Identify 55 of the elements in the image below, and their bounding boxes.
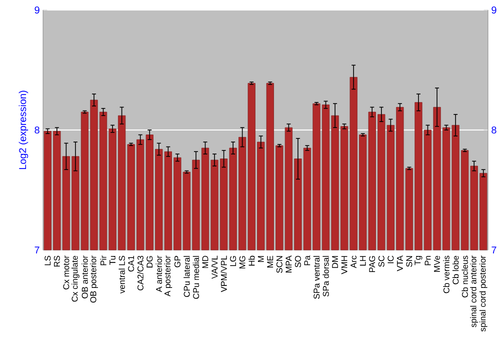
x-tick-label: SPa ventral: [313, 256, 320, 299]
x-tick-label: OB posterior: [90, 256, 98, 303]
x-tick-label: spinal cord posterior: [479, 256, 488, 332]
x-tick-label: CPu medial: [192, 256, 200, 299]
x-tick-label: Hb: [248, 256, 255, 266]
x-tick-label: Pa: [304, 255, 310, 266]
x-tick-label: LH: [360, 256, 366, 266]
x-tick-label: ventral LS: [118, 256, 125, 294]
x-tick-label: spinal cord anterior: [470, 256, 478, 328]
x-tick-label: GP: [174, 256, 180, 268]
x-tick-label: Cx motor: [63, 256, 70, 290]
x-tick-label: M: [258, 256, 264, 262]
x-tick-label: VMH: [341, 256, 348, 274]
x-tick-label: LG: [230, 256, 236, 266]
x-tick-label: SO: [294, 256, 301, 268]
x-tick-label: ME: [267, 256, 274, 268]
x-tick-label: MPA: [286, 255, 292, 272]
x-tick-label: CA1: [128, 256, 134, 272]
x-tick-label: SPa dorsal: [322, 256, 329, 296]
x-tick-label: CA2/CA3: [137, 256, 144, 290]
x-tick-label: SN: [406, 256, 412, 267]
y-tick-label: 7: [34, 246, 40, 254]
x-tick-label: Cb lobe: [452, 256, 459, 284]
x-tick-label: Cx cingulate: [71, 256, 80, 302]
x-tick-label: A anterior: [156, 256, 162, 292]
x-tick-label: MVe: [434, 256, 440, 272]
x-tick-label: VA/VL: [211, 256, 218, 279]
y-tick-label: 9: [34, 6, 40, 14]
x-tick-label: Pn: [424, 256, 431, 266]
x-tick-label: VTA: [397, 255, 403, 272]
x-tick-label: PAG: [369, 256, 376, 272]
x-tick-label: SC: [378, 256, 384, 267]
x-tick-label: MD: [202, 256, 208, 268]
x-tick-label: LS: [44, 256, 51, 266]
x-tick-label: DM: [332, 256, 338, 268]
x-tick-label: Cb nucleus: [462, 256, 468, 298]
y2-tick-label: 8: [492, 126, 496, 134]
y-tick-label: 8: [34, 126, 40, 134]
y-axis-title: Log2 (expression): [18, 90, 28, 170]
x-tick-label: Tu: [110, 256, 116, 265]
x-tick-label: Tg: [414, 256, 422, 266]
x-tick-label: Cb vermis: [443, 256, 450, 294]
x-tick-label: SCN: [276, 256, 282, 273]
x-tick-label: OB anterior: [82, 256, 88, 298]
x-tick-label: VPM/VPL: [220, 256, 227, 292]
y2-tick-label: 9: [492, 6, 496, 14]
x-tick-label: CPu lateral: [184, 256, 190, 297]
x-tick-label: Arc: [350, 256, 357, 268]
x-tick-label: A posterior: [164, 256, 172, 296]
y2-tick-label: 7: [492, 246, 496, 254]
x-tick-label: Pir: [100, 256, 106, 266]
x-tick-label: MG: [239, 256, 246, 268]
x-tick-label: DG: [146, 256, 153, 268]
x-tick-label: IC: [388, 256, 394, 264]
x-tick-label: RS: [54, 256, 60, 267]
